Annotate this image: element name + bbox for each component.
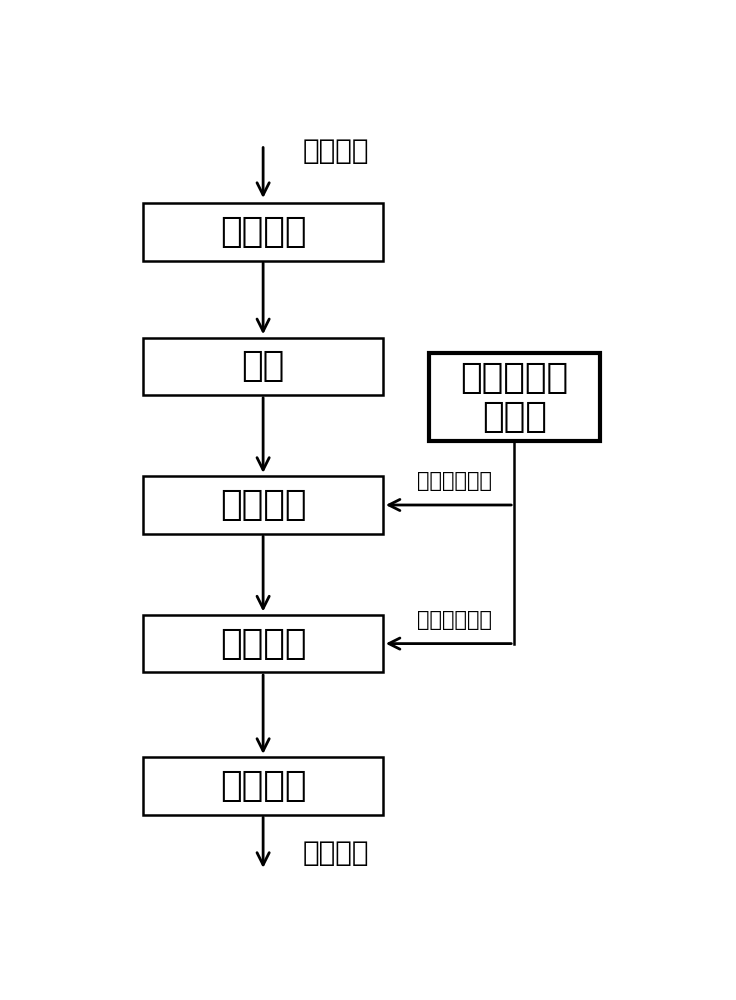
Text: 双稳系统: 双稳系统 [220,627,306,661]
Text: 带通滤波: 带通滤波 [220,215,306,249]
Bar [144,757,383,815]
Text: 免疫克隆选
择寻优: 免疫克隆选 择寻优 [460,360,568,434]
Bar [144,203,383,261]
Bar [144,338,383,395]
Text: 输出频率: 输出频率 [303,839,369,867]
Text: 移频: 移频 [241,349,285,383]
Bar [428,353,600,441]
Bar [144,476,383,534]
Text: 频率恢复: 频率恢复 [220,769,306,803]
Bar [144,615,383,672]
Text: 二次采样尺度: 二次采样尺度 [417,471,492,491]
Text: 两个结构参数: 两个结构参数 [417,610,492,630]
Text: 电流信号: 电流信号 [303,137,369,165]
Text: 二次采样: 二次采样 [220,488,306,522]
